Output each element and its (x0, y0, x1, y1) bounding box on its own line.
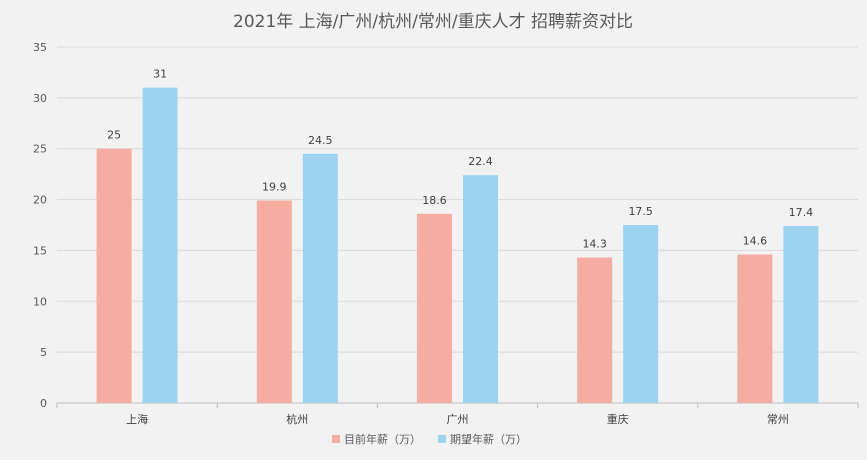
bar-expected (623, 225, 659, 403)
x-tick-label: 广州 (447, 413, 469, 426)
data-label: 17.5 (628, 205, 653, 218)
data-labels: 25 31 19.9 24.5 18.6 22.4 14.3 17.5 14.6 17.4 (107, 68, 813, 251)
y-axis-ticks: 0 5 10 15 20 25 30 35 (33, 41, 47, 410)
y-tick-label: 35 (33, 41, 47, 54)
bar-expected (302, 153, 338, 403)
chart-title: 2021年 上海/广州/杭州/常州/重庆人才 招聘薪资对比 (233, 12, 633, 32)
bar-expected (783, 226, 819, 403)
legend-entry: 目前年薪（万） (344, 432, 421, 446)
bar-current (96, 148, 132, 403)
bar-current (737, 254, 773, 403)
y-tick-label: 25 (33, 143, 47, 156)
bar-expected (142, 87, 178, 403)
bar-current (577, 257, 613, 403)
data-label: 17.4 (789, 206, 814, 219)
bar-current (417, 213, 452, 403)
y-tick-label: 15 (33, 244, 47, 257)
data-label: 24.5 (308, 134, 333, 147)
bar-expected (463, 175, 498, 403)
x-tick-label: 重庆 (607, 412, 629, 426)
legend-entry: 期望年薪（万） (450, 432, 527, 446)
y-tick-label: 10 (33, 295, 47, 308)
data-label: 22.4 (468, 155, 493, 168)
bar-current (256, 200, 292, 403)
gridlines (57, 46, 858, 404)
data-label: 25 (107, 129, 121, 142)
legend-swatch (332, 435, 340, 443)
y-tick-label: 0 (40, 397, 47, 410)
data-label: 31 (153, 68, 167, 81)
legend-swatch (438, 435, 446, 443)
bars (96, 87, 819, 403)
data-label: 14.6 (743, 234, 768, 247)
data-label: 14.3 (582, 238, 607, 251)
x-tick-label: 常州 (767, 413, 789, 426)
y-tick-label: 20 (33, 194, 47, 207)
data-label: 19.9 (262, 181, 287, 194)
x-axis: 上海 杭州 广州 重庆 常州 (56, 403, 859, 426)
legend: 目前年薪（万） 期望年薪（万） (332, 432, 527, 446)
y-tick-label: 5 (40, 346, 47, 359)
y-tick-label: 30 (33, 92, 47, 105)
x-tick-label: 上海 (126, 412, 148, 426)
data-label: 18.6 (422, 194, 447, 207)
x-tick-label: 杭州 (286, 412, 308, 426)
